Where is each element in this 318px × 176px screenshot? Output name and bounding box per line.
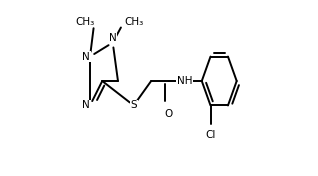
Text: N: N	[82, 52, 90, 62]
Text: Cl: Cl	[205, 130, 216, 140]
Text: S: S	[130, 100, 137, 111]
Text: N: N	[109, 33, 117, 43]
Text: O: O	[164, 109, 173, 119]
Text: NH: NH	[176, 76, 192, 86]
Text: CH₃: CH₃	[75, 17, 94, 27]
Text: CH₃: CH₃	[124, 17, 143, 27]
Text: N: N	[82, 100, 90, 111]
